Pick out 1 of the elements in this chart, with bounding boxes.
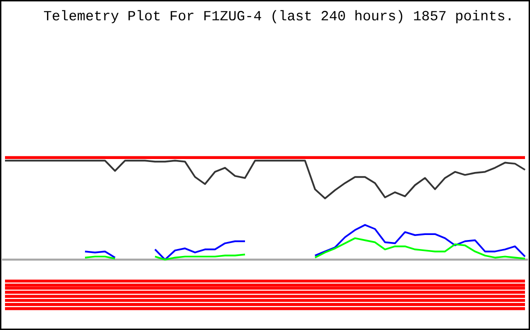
chart-title: Telemetry Plot For F1ZUG-4 (last 240 hours) 1857 points.	[44, 10, 510, 24]
